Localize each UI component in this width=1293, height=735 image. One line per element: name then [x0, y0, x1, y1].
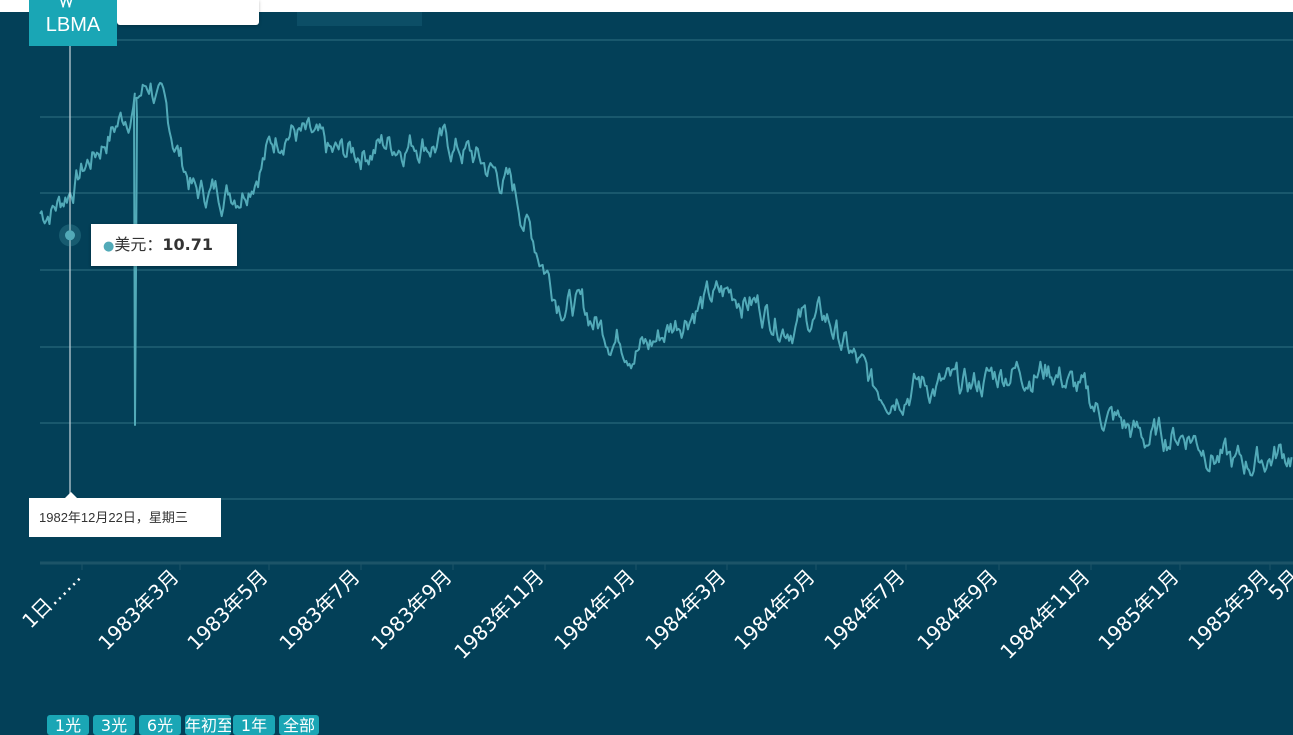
x-tick-label-11: 1984年11月	[995, 565, 1094, 664]
logo-mark-icon: \/\/	[59, 0, 74, 10]
tooltip-series-label: 美元：	[114, 235, 163, 254]
series-dot-icon: ●	[103, 239, 115, 254]
range-1y-button[interactable]: 1年	[233, 715, 275, 735]
range-all-button[interactable]: 全部	[279, 715, 319, 735]
logo-text: LBMA	[45, 14, 101, 36]
x-tick-label-1: 1983年3月	[93, 565, 183, 655]
x-tick-label-10: 1984年9月	[912, 565, 1002, 655]
range-ytd-button[interactable]: 年初至	[185, 715, 231, 735]
lbma-logo: \/\/ LBMA	[29, 0, 117, 46]
x-tick-label-5: 1983年11月	[449, 565, 548, 664]
range-3m-button[interactable]: 3光	[93, 715, 135, 735]
top-tab[interactable]	[297, 12, 422, 26]
crosshair-date-label: 1982年12月22日，星期三	[29, 492, 221, 537]
x-tick-label-12: 1985年1月	[1093, 565, 1183, 655]
series-line-usd	[39, 81, 1293, 477]
top-input-card[interactable]	[117, 0, 259, 25]
x-tick-label-3: 1983年7月	[274, 565, 364, 655]
x-tick-label-4: 1983年9月	[366, 565, 456, 655]
gridlines	[40, 39, 1293, 500]
x-axis	[40, 561, 1293, 570]
x-tick-label-2: 1983年5月	[182, 565, 272, 655]
x-tick-label-9: 1984年7月	[819, 565, 909, 655]
x-tick-label-6: 1984年1月	[549, 565, 639, 655]
x-tick-label-7: 1984年3月	[640, 565, 730, 655]
x-tick-label-0: 1日……	[17, 565, 85, 633]
top-bar	[0, 0, 1293, 12]
highlight-point	[65, 230, 75, 241]
x-tick-label-8: 1984年5月	[729, 565, 819, 655]
x-tick-label-13: 1985年3月	[1183, 565, 1273, 655]
x-tick-label-14: 5月	[1263, 565, 1293, 605]
tooltip-value: 10.71	[162, 235, 213, 254]
data-tooltip: ●美元：10.71	[91, 224, 237, 266]
range-6m-button[interactable]: 6光	[139, 715, 181, 735]
range-1m-button[interactable]: 1光	[47, 715, 89, 735]
